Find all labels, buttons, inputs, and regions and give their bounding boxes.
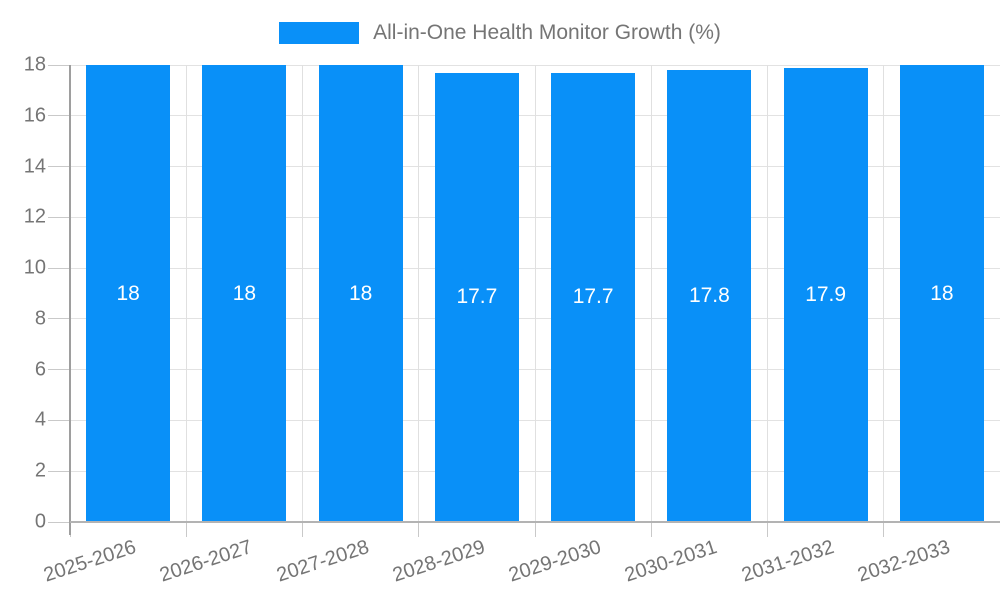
x-axis-tick <box>767 522 768 537</box>
x-axis-line <box>70 521 1000 523</box>
bar-value-label: 18 <box>930 281 954 305</box>
y-axis-tick <box>48 470 70 472</box>
x-gridline <box>302 65 303 522</box>
y-axis-tick <box>48 216 70 218</box>
y-axis-tick-label: 12 <box>23 205 46 228</box>
bar: 17.9 <box>783 67 868 522</box>
y-axis-tick <box>48 267 70 269</box>
bar: 18 <box>318 65 403 522</box>
bar: 18 <box>202 65 287 522</box>
y-axis-tick-label: 6 <box>34 358 46 381</box>
bar: 18 <box>899 65 984 522</box>
y-axis-tick-label: 14 <box>23 155 46 178</box>
y-axis-tick-label: 18 <box>23 53 46 76</box>
bar: 17.7 <box>434 72 519 522</box>
bar: 18 <box>86 65 171 522</box>
y-axis-tick-label: 10 <box>23 256 46 279</box>
bar: 17.7 <box>551 72 636 522</box>
y-axis-tick-label: 2 <box>34 459 46 482</box>
plot-area: 18 18 18 17.7 17.7 17.8 17.9 18 <box>48 64 1000 537</box>
bar-value-label: 18 <box>348 281 373 305</box>
y-axis-tick-label: 0 <box>34 510 46 533</box>
x-gridline <box>650 65 652 522</box>
x-axis-tick <box>650 522 652 537</box>
y-axis-tick-label: 16 <box>23 104 46 127</box>
y-axis-tick <box>48 521 70 523</box>
x-gridline <box>418 65 420 522</box>
y-axis-tick-label: 8 <box>34 307 46 330</box>
bar-value-label: 17.8 <box>688 284 730 308</box>
x-gridline <box>185 65 187 522</box>
bar-value-label: 17.7 <box>456 285 498 309</box>
x-axis-tick <box>185 522 187 537</box>
y-axis-tick <box>48 318 70 320</box>
y-axis-tick <box>48 64 70 66</box>
bar-value-label: 17.7 <box>572 285 614 309</box>
y-axis-tick <box>48 419 70 421</box>
y-axis-tick <box>48 166 70 168</box>
y-axis-tick <box>48 369 70 371</box>
x-gridline <box>767 65 768 522</box>
y-axis-line <box>69 65 71 535</box>
y-axis-tick-label: 4 <box>34 408 46 431</box>
bar-value-label: 18 <box>116 281 140 305</box>
chart-legend[interactable]: All-in-One Health Monitor Growth (%) <box>0 20 1000 46</box>
legend-swatch <box>279 22 360 44</box>
x-axis-tick <box>883 522 885 537</box>
x-axis-tick <box>534 522 536 537</box>
x-gridline <box>534 65 536 522</box>
bar: 17.8 <box>667 70 752 522</box>
x-gridline <box>883 65 885 522</box>
y-axis-tick <box>48 115 70 117</box>
x-axis-tick <box>418 522 420 537</box>
bar-value-label: 17.9 <box>805 282 847 306</box>
x-axis-tick <box>302 522 303 537</box>
bar-value-label: 18 <box>232 281 257 305</box>
legend-label: All-in-One Health Monitor Growth (%) <box>373 21 721 44</box>
